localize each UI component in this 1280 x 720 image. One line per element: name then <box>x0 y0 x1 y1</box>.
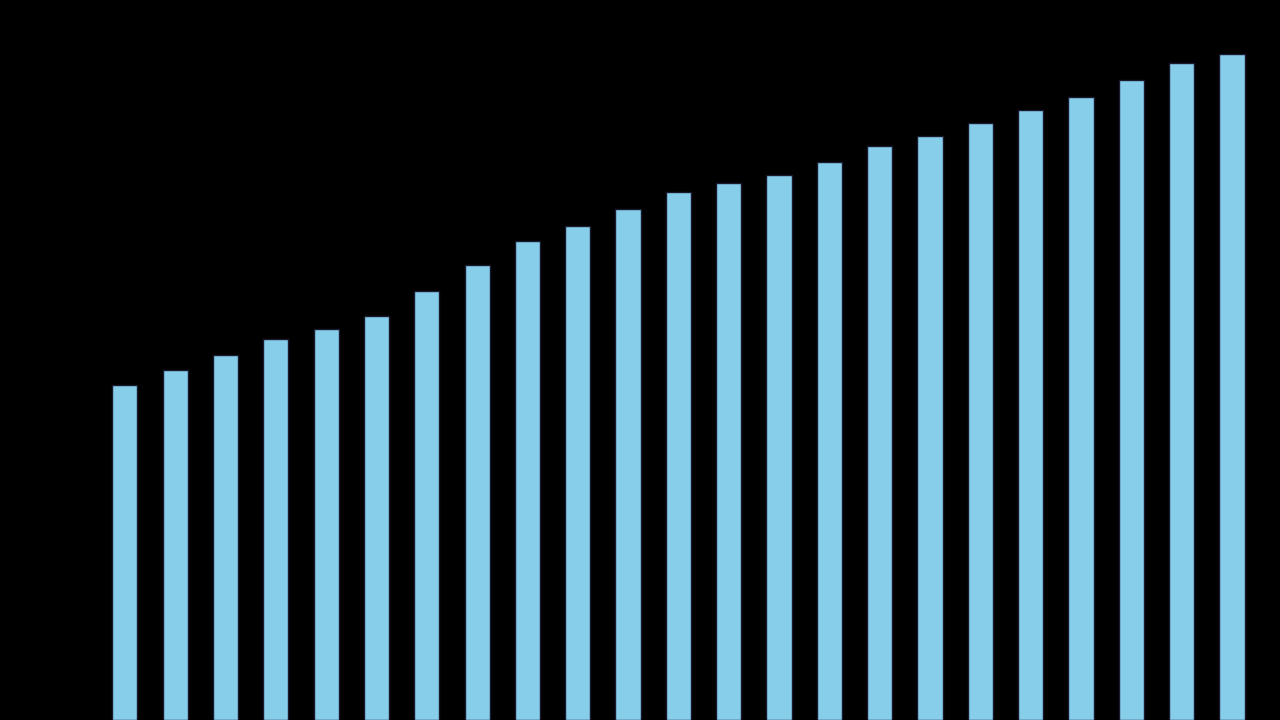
Bar <box>314 329 339 720</box>
Bar <box>817 162 842 720</box>
Bar <box>1119 80 1144 720</box>
Bar <box>767 174 791 720</box>
Bar <box>566 226 590 720</box>
Bar <box>415 291 439 720</box>
Bar <box>968 123 993 720</box>
Bar <box>1069 97 1093 720</box>
Bar <box>465 265 490 720</box>
Bar <box>163 369 188 720</box>
Bar <box>264 340 288 720</box>
Bar <box>364 316 389 720</box>
Bar <box>515 240 540 720</box>
Bar <box>867 146 892 720</box>
Bar <box>716 183 741 720</box>
Bar <box>1018 110 1043 720</box>
Bar <box>666 192 691 720</box>
Bar <box>616 209 641 720</box>
Bar <box>212 355 238 720</box>
Bar <box>918 136 942 720</box>
Bar <box>113 385 137 720</box>
Bar <box>1220 54 1244 720</box>
Bar <box>1169 63 1194 720</box>
